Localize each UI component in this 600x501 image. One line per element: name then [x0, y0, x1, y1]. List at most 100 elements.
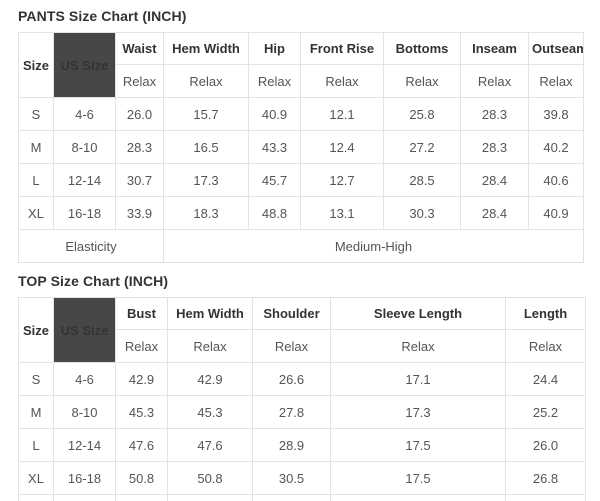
us-size-cell: 8-10 — [54, 131, 116, 164]
pants-header-size: Size — [19, 33, 54, 98]
fit-cell: Relax — [249, 65, 301, 98]
data-cell: 12.4 — [301, 131, 384, 164]
data-cell — [19, 495, 54, 501]
top-header-length: Length — [506, 298, 586, 330]
fit-cell: Relax — [529, 65, 584, 98]
data-cell — [116, 495, 168, 501]
data-cell: 13.1 — [301, 197, 384, 230]
data-cell: 27.8 — [253, 396, 331, 429]
data-cell: 28.5 — [384, 164, 461, 197]
data-cell — [54, 495, 116, 501]
top-row-s: S 4-6 42.9 42.9 26.6 17.1 24.4 — [19, 363, 586, 396]
data-cell: 26.0 — [116, 98, 164, 131]
us-size-cell: 16-18 — [54, 197, 116, 230]
data-cell: 45.7 — [249, 164, 301, 197]
pants-row-s: S 4-6 26.0 15.7 40.9 12.1 25.8 28.3 39.8 — [19, 98, 584, 131]
pants-header-hip: Hip — [249, 33, 301, 65]
data-cell: 40.6 — [529, 164, 584, 197]
top-header-size: Size — [19, 298, 54, 363]
data-cell: 28.4 — [461, 197, 529, 230]
pants-header-front-rise: Front Rise — [301, 33, 384, 65]
data-cell: 33.9 — [116, 197, 164, 230]
pants-header-inseam: Inseam — [461, 33, 529, 65]
data-cell: 28.4 — [461, 164, 529, 197]
top-header-shoulder: Shoulder — [253, 298, 331, 330]
data-cell — [168, 495, 253, 501]
top-size-table: Size US Size Bust Hem Width Shoulder Sle… — [18, 297, 586, 501]
data-cell: 25.8 — [384, 98, 461, 131]
data-cell: 17.3 — [164, 164, 249, 197]
data-cell: 30.7 — [116, 164, 164, 197]
pants-header-outseam: Outseam — [529, 33, 584, 65]
pants-row-m: M 8-10 28.3 16.5 43.3 12.4 27.2 28.3 40.… — [19, 131, 584, 164]
size-cell: S — [19, 363, 54, 396]
data-cell: 28.3 — [461, 131, 529, 164]
data-cell — [331, 495, 506, 501]
size-cell: XL — [19, 197, 54, 230]
us-size-cell: 12-14 — [54, 164, 116, 197]
data-cell: 17.3 — [331, 396, 506, 429]
us-size-cell: 8-10 — [54, 396, 116, 429]
top-header-row: Size US Size Bust Hem Width Shoulder Sle… — [19, 298, 586, 330]
top-row-l: L 12-14 47.6 47.6 28.9 17.5 26.0 — [19, 429, 586, 462]
pants-header-bottoms: Bottoms — [384, 33, 461, 65]
data-cell: 45.3 — [116, 396, 168, 429]
data-cell: 26.6 — [253, 363, 331, 396]
fit-cell: Relax — [384, 65, 461, 98]
top-row-m: M 8-10 45.3 45.3 27.8 17.3 25.2 — [19, 396, 586, 429]
data-cell: 40.9 — [529, 197, 584, 230]
fit-cell: Relax — [164, 65, 249, 98]
fit-cell: Relax — [116, 330, 168, 363]
data-cell: 28.9 — [253, 429, 331, 462]
data-cell: 39.8 — [529, 98, 584, 131]
top-header-sleeve-length: Sleeve Length — [331, 298, 506, 330]
top-chart-title: TOP Size Chart (INCH) — [18, 273, 600, 289]
fit-cell: Relax — [253, 330, 331, 363]
elasticity-label-cell: Elasticity — [19, 230, 164, 263]
top-header-hem-width: Hem Width — [168, 298, 253, 330]
data-cell: 26.0 — [506, 429, 586, 462]
us-size-cell: 4-6 — [54, 363, 116, 396]
data-cell: 18.3 — [164, 197, 249, 230]
data-cell — [253, 495, 331, 501]
size-cell: M — [19, 131, 54, 164]
data-cell: 45.3 — [168, 396, 253, 429]
data-cell: 16.5 — [164, 131, 249, 164]
data-cell: 27.2 — [384, 131, 461, 164]
top-header-bust: Bust — [116, 298, 168, 330]
fit-cell: Relax — [331, 330, 506, 363]
data-cell: 25.2 — [506, 396, 586, 429]
fit-cell: Relax — [116, 65, 164, 98]
us-size-cell: 12-14 — [54, 429, 116, 462]
fit-cell: Relax — [168, 330, 253, 363]
top-header-us-size: US Size — [54, 298, 116, 363]
data-cell: 12.1 — [301, 98, 384, 131]
data-cell: 17.1 — [331, 363, 506, 396]
size-cell: S — [19, 98, 54, 131]
pants-row-l: L 12-14 30.7 17.3 45.7 12.7 28.5 28.4 40… — [19, 164, 584, 197]
elasticity-value-cell: Medium-High — [164, 230, 584, 263]
data-cell: 40.2 — [529, 131, 584, 164]
data-cell: 28.3 — [461, 98, 529, 131]
pants-header-row: Size US Size Waist Hem Width Hip Front R… — [19, 33, 584, 65]
pants-size-table: Size US Size Waist Hem Width Hip Front R… — [18, 32, 584, 263]
size-cell: L — [19, 164, 54, 197]
pants-header-us-size: US Size — [54, 33, 116, 98]
data-cell: 42.9 — [168, 363, 253, 396]
data-cell: 48.8 — [249, 197, 301, 230]
data-cell — [506, 495, 586, 501]
data-cell: 47.6 — [168, 429, 253, 462]
size-cell: M — [19, 396, 54, 429]
data-cell: 42.9 — [116, 363, 168, 396]
data-cell: 12.7 — [301, 164, 384, 197]
data-cell: 17.5 — [331, 429, 506, 462]
data-cell: 28.3 — [116, 131, 164, 164]
pants-elasticity-row: Elasticity Medium-High — [19, 230, 584, 263]
us-size-cell: 4-6 — [54, 98, 116, 131]
size-cell: L — [19, 429, 54, 462]
pants-chart-title: PANTS Size Chart (INCH) — [18, 8, 600, 24]
fit-cell: Relax — [301, 65, 384, 98]
data-cell: 30.3 — [384, 197, 461, 230]
data-cell: 15.7 — [164, 98, 249, 131]
